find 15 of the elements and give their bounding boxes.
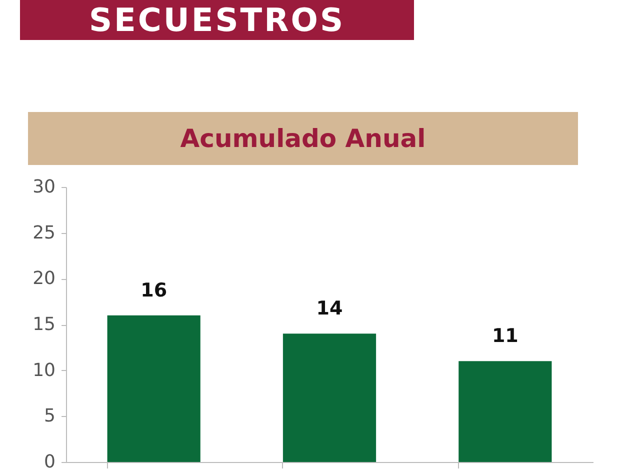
data-label: 16 bbox=[140, 279, 168, 302]
y-tick-label: 15 bbox=[32, 314, 56, 335]
data-label: 11 bbox=[492, 325, 518, 348]
y-tick-label: 10 bbox=[32, 360, 56, 381]
bar bbox=[107, 315, 200, 462]
bar bbox=[282, 334, 376, 462]
y-tick-label: 20 bbox=[32, 268, 56, 290]
y-tick-label: 25 bbox=[32, 222, 56, 244]
chart-title: SECUESTROS bbox=[20, 0, 414, 40]
y-tick-label: 30 bbox=[32, 176, 56, 198]
data-label: 14 bbox=[316, 298, 343, 320]
y-tick-label: 5 bbox=[44, 406, 56, 427]
chart-subtitle: Acumulado Anual bbox=[28, 112, 578, 165]
y-tick-label: 0 bbox=[44, 452, 56, 472]
bar bbox=[458, 361, 552, 462]
